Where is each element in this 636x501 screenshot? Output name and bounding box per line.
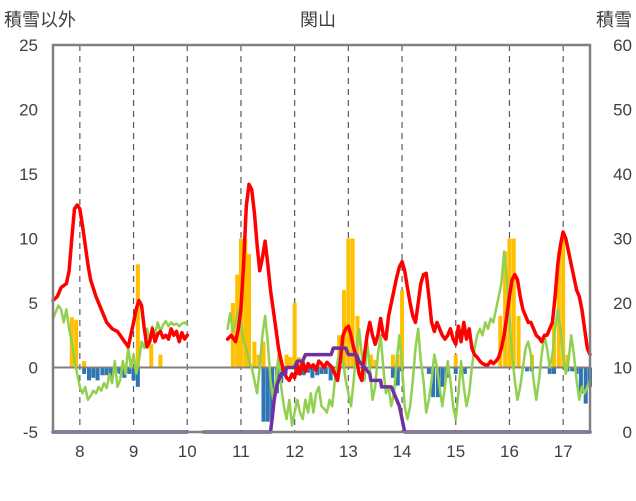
precipitation-bars-bar (284, 354, 289, 368)
x-tick-label-13: 13 (339, 442, 358, 461)
right-tick-label: 60 (613, 36, 632, 55)
precipitation-bars-bar (368, 354, 373, 368)
negative-bars-bar (431, 367, 436, 398)
x-axis-ticks: 8 9 10 11 12 13 14 15 16 17 (75, 442, 572, 461)
right-tick-label: 20 (613, 294, 632, 313)
precipitation-bars-bar (252, 341, 257, 368)
negative-bars-bar (95, 367, 100, 381)
left-tick-label: -5 (23, 423, 38, 442)
negative-bars-bar (547, 367, 552, 374)
negative-bars-bar (310, 367, 315, 378)
right-tick-label: 50 (613, 101, 632, 120)
x-tick-label-10: 10 (178, 442, 197, 461)
negative-bars-bar (440, 367, 445, 387)
red-line-segment-1 (51, 203, 190, 349)
precipitation-bars-bar (561, 238, 566, 368)
precipitation-bars-bar (235, 274, 240, 368)
right-tick-label: 30 (613, 230, 632, 249)
x-tick-label-8: 8 (75, 442, 84, 461)
negative-bars-bar (265, 367, 270, 422)
negative-bars-bar (319, 367, 324, 374)
negative-bars-bar (525, 367, 530, 372)
left-axis-ticks: 25 20 15 10 5 0 -5 (19, 36, 38, 442)
negative-bars-bar (261, 367, 266, 422)
x-tick-label-12: 12 (285, 442, 304, 461)
x-tick-label-17: 17 (554, 442, 573, 461)
negative-bars-bar (395, 367, 400, 386)
negative-bars-bar (108, 367, 114, 378)
negative-bars-bar (453, 367, 458, 374)
precipitation-bars-bar (158, 354, 163, 368)
negative-bars-bar (426, 367, 431, 374)
negative-bars-bar (570, 367, 575, 372)
precipitation-bars-bar (498, 315, 503, 368)
green-line-segment-1 (51, 304, 189, 402)
right-axis-ticks: 60 50 40 30 20 10 0 (613, 36, 632, 442)
negative-bars-bar (82, 367, 87, 374)
negative-bars-bar (100, 367, 105, 376)
right-tick-label: 10 (613, 359, 632, 378)
precipitation-bars-bar (350, 238, 355, 368)
precipitation-bars-bar (82, 361, 87, 368)
negative-bars-bar (104, 367, 109, 376)
left-tick-label: 10 (19, 230, 38, 249)
x-tick-label-16: 16 (500, 442, 519, 461)
negative-bars-bar (328, 367, 333, 381)
precipitation-bars-bar (149, 344, 154, 368)
chart-title: 関山 (300, 10, 336, 30)
precipitation-bars-bar (261, 341, 266, 368)
precipitation-bars-bar (246, 253, 252, 368)
negative-bars-bar (91, 367, 96, 378)
left-tick-label: 0 (29, 359, 38, 378)
precipitation-bars-bar (243, 238, 248, 368)
left-tick-label: 15 (19, 165, 38, 184)
left-tick-label: 5 (29, 294, 38, 313)
precipitation-bars-bar (346, 238, 351, 368)
precipitation-bars-bar (511, 238, 516, 368)
x-tick-label-11: 11 (232, 442, 250, 461)
negative-bars-bar (135, 367, 140, 387)
purple-line-segment-2 (201, 346, 592, 434)
negative-bars-bar (390, 367, 395, 378)
precipitation-bars-bar (400, 290, 405, 368)
x-tick-label-14: 14 (393, 442, 412, 461)
precipitation-bars-bar (453, 354, 458, 368)
precipitation-bars-bar (516, 315, 521, 368)
negative-bars-bar (578, 367, 583, 394)
precipitation-bars-bar (256, 354, 261, 368)
precipitation-bars-bar (292, 303, 297, 368)
left-tick-label: 25 (19, 36, 38, 55)
right-tick-label: 40 (613, 165, 632, 184)
precipitation-bars-bar (135, 264, 140, 368)
negative-bars-bar (127, 367, 132, 374)
left-axis-label: 積雪以外 (4, 10, 76, 30)
negative-bars-bar (583, 367, 588, 404)
precipitation-bars-bar (503, 251, 508, 368)
red-line-segment-2 (225, 182, 592, 383)
precipitation-bars-bar (74, 319, 79, 368)
x-tick-label-15: 15 (446, 442, 465, 461)
negative-bars-bar (323, 367, 328, 374)
negative-bars-bar (552, 367, 557, 374)
left-tick-label: 20 (19, 101, 38, 120)
negative-bars-bar (131, 367, 136, 381)
plot-frame (51, 43, 592, 434)
negative-bars-bar (462, 367, 467, 374)
x-tick-label-9: 9 (129, 442, 138, 461)
negative-bars-bar (118, 367, 123, 374)
negative-bars-bar (86, 367, 91, 381)
negative-bars-bar (306, 367, 311, 373)
right-axis-label: 積雪 (596, 10, 632, 30)
green-line-segment-2 (226, 250, 592, 427)
right-tick-label: 0 (623, 423, 632, 442)
precipitation-bars-bar (373, 359, 378, 368)
precipitation-bars-bar (390, 354, 395, 368)
precipitation-bars-bar (288, 357, 293, 368)
